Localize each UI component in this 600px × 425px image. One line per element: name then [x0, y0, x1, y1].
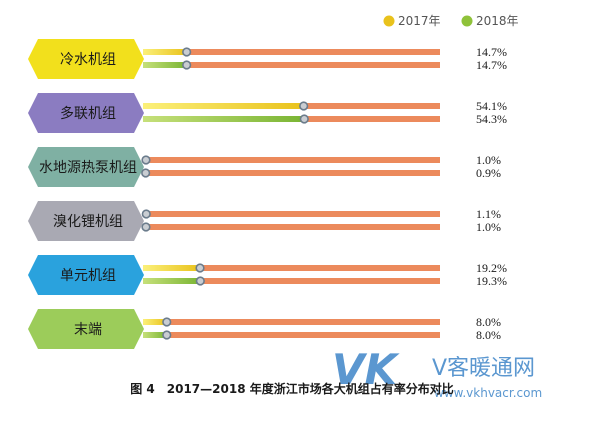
data-label: 54.3% — [476, 112, 507, 126]
bar-2018 — [143, 278, 201, 284]
category-badge — [28, 147, 144, 187]
category-badge — [28, 309, 144, 349]
category-label: 单元机组 — [60, 268, 116, 284]
watermark-url: www.vkhvacr.com — [434, 386, 542, 400]
bar-track — [143, 211, 440, 217]
bar-2017 — [143, 265, 201, 271]
bar-end-marker — [141, 209, 151, 219]
bar-end-marker — [299, 114, 309, 124]
bar-track — [143, 170, 440, 176]
category-label: 末端 — [74, 322, 102, 338]
category-label: 冷水机组 — [60, 52, 116, 68]
category-label: 水地源热泵机组 — [39, 160, 137, 176]
category-label: 溴化锂机组 — [53, 214, 123, 230]
watermark-name: V客暖通网 — [432, 356, 535, 381]
data-label: 54.1% — [476, 99, 507, 113]
legend-label-2018: 2018年 — [476, 14, 519, 28]
category-label: 多联机组 — [60, 105, 116, 122]
chart-rows: 冷水机组 14.7%14.7%多联机组 54.1%54.3%水地源热泵机组 1.0%0… — [28, 39, 507, 349]
data-label: 14.7% — [476, 45, 507, 59]
bar-2018 — [143, 116, 305, 122]
bar-2017 — [143, 103, 304, 109]
bar-end-marker — [299, 101, 309, 111]
bar-end-marker — [162, 317, 172, 327]
category-badge — [28, 255, 144, 295]
data-label: 19.3% — [476, 274, 507, 288]
bar-end-marker — [162, 330, 172, 340]
legend: 2017年 2018年 — [383, 14, 519, 28]
bar-end-marker — [141, 222, 151, 232]
category-badge — [28, 201, 144, 241]
data-label: 1.0% — [476, 153, 501, 167]
data-label: 19.2% — [476, 261, 507, 275]
bar-track — [143, 224, 440, 230]
bar-end-marker — [195, 263, 205, 273]
bar-2017 — [143, 319, 167, 325]
category-badge — [28, 93, 144, 133]
bar-end-marker — [182, 60, 192, 70]
bar-track — [143, 265, 440, 271]
data-label: 1.0% — [476, 220, 501, 234]
bar-2018 — [143, 332, 167, 338]
bar-end-marker — [182, 47, 192, 57]
bar-2018 — [143, 62, 187, 68]
legend-label-2017: 2017年 — [398, 14, 441, 28]
bar-track — [143, 62, 440, 68]
data-label: 8.0% — [476, 328, 501, 342]
bar-track — [143, 332, 440, 338]
category-badge — [28, 39, 144, 79]
data-label: 1.1% — [476, 207, 501, 221]
bar-track — [143, 319, 440, 325]
legend-swatch-2018 — [461, 15, 473, 27]
watermark-logo: VK — [332, 345, 401, 394]
bar-2017 — [143, 49, 187, 55]
data-label: 0.9% — [476, 166, 501, 180]
data-label: 14.7% — [476, 58, 507, 72]
data-label: 8.0% — [476, 315, 501, 329]
bar-end-marker — [141, 168, 151, 178]
bar-end-marker — [141, 155, 151, 165]
bar-track — [143, 157, 440, 163]
bar-end-marker — [195, 276, 205, 286]
bar-track — [143, 278, 440, 284]
bar-track — [143, 49, 440, 55]
legend-swatch-2017 — [383, 15, 395, 27]
figure-caption: 图 4 2017—2018 年度浙江市场各大机组占有率分布对比 — [130, 381, 454, 396]
watermark: VK V客暖通网 www.vkhvacr.com — [332, 345, 542, 400]
